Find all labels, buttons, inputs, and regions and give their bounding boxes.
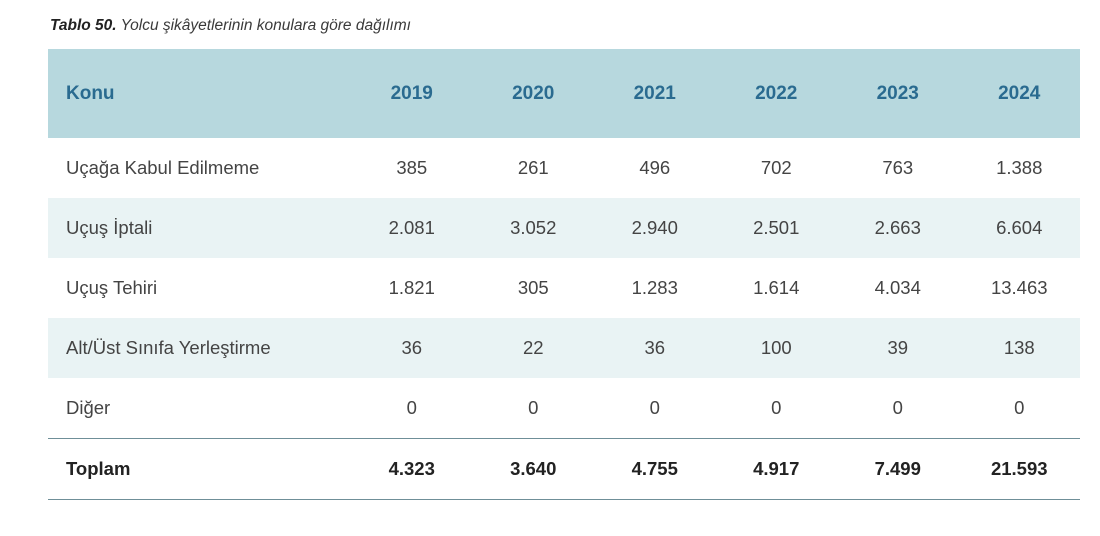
row-value: 2.663 <box>874 217 921 238</box>
table-row: Uçuş İptali 2.081 3.052 2.940 2.501 2.66… <box>48 198 1080 258</box>
row-value: 702 <box>760 157 792 178</box>
table-row: Uçağa Kabul Edilmeme 385 261 496 702 763… <box>48 138 1080 198</box>
row-value: 1.821 <box>388 277 435 298</box>
row-value: 1.283 <box>631 277 678 298</box>
total-value: 3.640 <box>510 458 557 479</box>
total-value: 21.593 <box>990 458 1048 479</box>
row-value: 3.052 <box>510 217 557 238</box>
header-2020: 2020 <box>512 82 555 104</box>
total-label: Toplam <box>66 458 131 479</box>
table-row: Alt/Üst Sınıfa Yerleştirme 36 22 36 100 … <box>48 318 1080 378</box>
row-topic: Alt/Üst Sınıfa Yerleştirme <box>66 337 271 358</box>
row-topic: Uçağa Kabul Edilmeme <box>66 157 260 178</box>
row-value: 36 <box>644 337 666 358</box>
table-row: Diğer 0 0 0 0 0 0 <box>48 378 1080 438</box>
header-konu: Konu <box>66 82 115 104</box>
row-topic: Uçuş İptali <box>66 217 153 238</box>
row-topic: Diğer <box>66 397 111 418</box>
total-value: 4.323 <box>388 458 435 479</box>
row-value: 6.604 <box>996 217 1043 238</box>
row-value: 22 <box>522 337 544 358</box>
row-value: 13.463 <box>990 277 1048 298</box>
row-value: 39 <box>887 337 909 358</box>
total-value: 4.917 <box>753 458 800 479</box>
row-topic: Uçuş Tehiri <box>66 277 158 298</box>
row-value: 2.940 <box>631 217 678 238</box>
row-value: 2.081 <box>388 217 435 238</box>
caption-text: Yolcu şikâyetlerinin konulara göre dağıl… <box>120 17 411 34</box>
header-2019: 2019 <box>390 82 433 104</box>
row-value: 261 <box>517 157 549 178</box>
row-value: 496 <box>639 157 671 178</box>
row-value: 1.388 <box>996 157 1043 178</box>
complaints-table: Konu 2019 2020 2021 2022 2023 2024 Uçağa… <box>48 49 1080 500</box>
row-value: 100 <box>760 337 792 358</box>
table-row: Uçuş Tehiri 1.821 305 1.283 1.614 4.034 … <box>48 258 1080 318</box>
row-value: 0 <box>771 397 782 418</box>
row-value: 0 <box>649 397 660 418</box>
row-value: 1.614 <box>753 277 800 298</box>
caption-label: Tablo 50. <box>50 17 117 34</box>
row-value: 4.034 <box>874 277 921 298</box>
row-value: 0 <box>1014 397 1025 418</box>
header-2021: 2021 <box>633 82 676 104</box>
total-value: 7.499 <box>874 458 921 479</box>
header-2022: 2022 <box>755 82 798 104</box>
total-value: 4.755 <box>631 458 678 479</box>
row-value: 385 <box>396 157 428 178</box>
header-2024: 2024 <box>998 82 1041 104</box>
header-2023: 2023 <box>876 82 919 104</box>
row-value: 0 <box>892 397 903 418</box>
row-value: 36 <box>401 337 423 358</box>
row-value: 138 <box>1003 337 1035 358</box>
row-value: 2.501 <box>753 217 800 238</box>
row-value: 0 <box>528 397 539 418</box>
table-header-row: Konu 2019 2020 2021 2022 2023 2024 <box>48 49 1080 138</box>
table-caption: Tablo 50. Yolcu şikâyetlerinin konulara … <box>50 17 411 35</box>
row-value: 0 <box>406 397 417 418</box>
row-value: 305 <box>517 277 549 298</box>
table-total-row: Toplam 4.323 3.640 4.755 4.917 7.499 21.… <box>48 438 1080 500</box>
row-value: 763 <box>882 157 914 178</box>
